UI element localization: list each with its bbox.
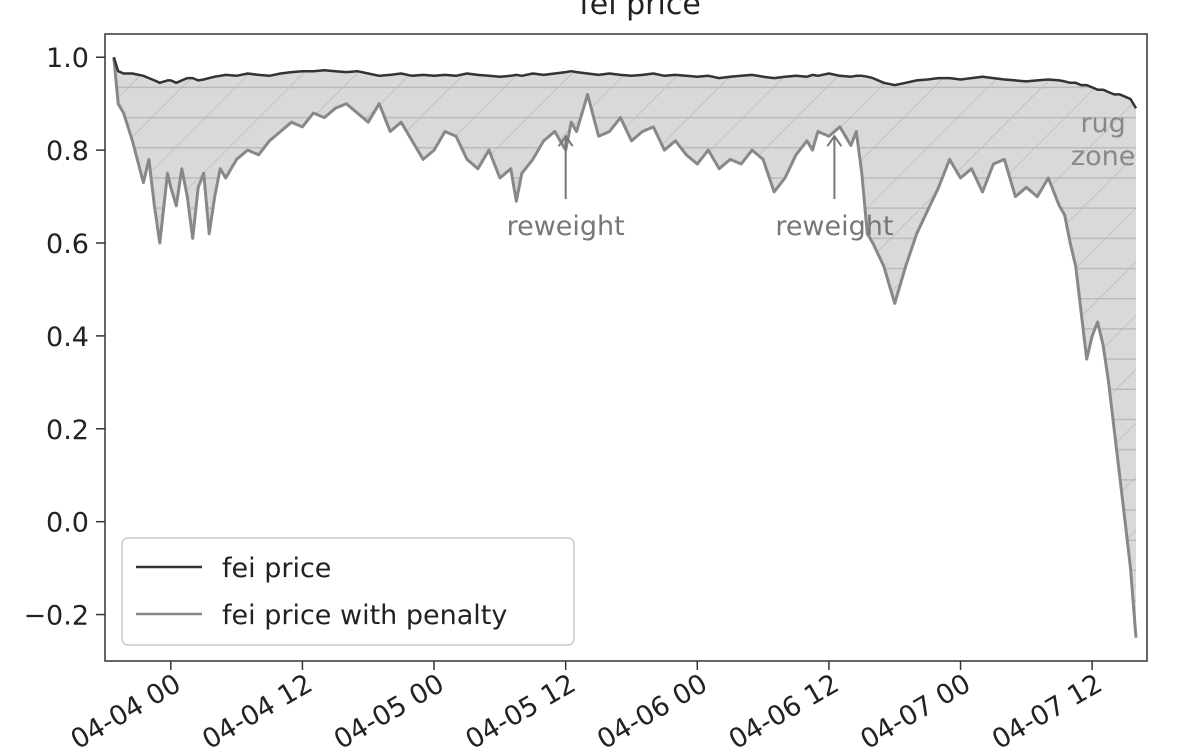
series-layer [112,56,1138,638]
y-tick-label: 1.0 [46,43,89,74]
legend: fei price fei price with penalty [121,537,575,646]
chart-title: fei price [579,0,701,22]
annotation-arrow-head [826,134,843,147]
y-tick-label: 0.4 [46,322,89,353]
series-line-fei-price [112,56,1138,109]
annotation-label-rug: rug [1080,108,1125,139]
series-line-fei-price-with-penalty [112,57,1138,638]
annotation-arrow-head [557,134,574,147]
legend-box [121,537,575,646]
rug-zone-hatch [113,57,1137,638]
x-tick-label: 04-05 00 [329,668,450,752]
y-tick-label: −0.2 [23,601,89,632]
y-axis: 1.0 0.8 0.6 0.4 0.2 0.0 −0.2 [23,43,105,632]
x-tick-label: 04-05 12 [461,668,582,752]
y-tick-label: 0.0 [46,508,89,539]
x-tick-label: 04-07 00 [855,668,976,752]
legend-label-fei-price: fei price [222,553,331,584]
x-tick-label: 04-06 12 [724,668,845,752]
y-tick-label: 0.2 [46,415,89,446]
y-tick-label: 0.8 [46,136,89,167]
x-tick-label: 04-07 12 [987,668,1108,752]
x-tick-label: 04-06 00 [592,668,713,752]
x-axis: 04-04 00 04-04 12 04-05 00 04-05 12 04-06 00… [66,661,1108,756]
x-tick-label: 04-04 00 [66,668,187,752]
x-tick-label: 04-04 12 [197,668,318,752]
annotation-label-zone: zone [1071,141,1135,172]
legend-label-fei-price-with-penalty: fei price with penalty [222,600,507,631]
y-tick-label: 0.6 [46,229,89,260]
annotation-label-reweight: reweight [775,211,893,242]
plot-frame [104,33,1148,662]
annotation-label-reweight: reweight [507,211,625,242]
